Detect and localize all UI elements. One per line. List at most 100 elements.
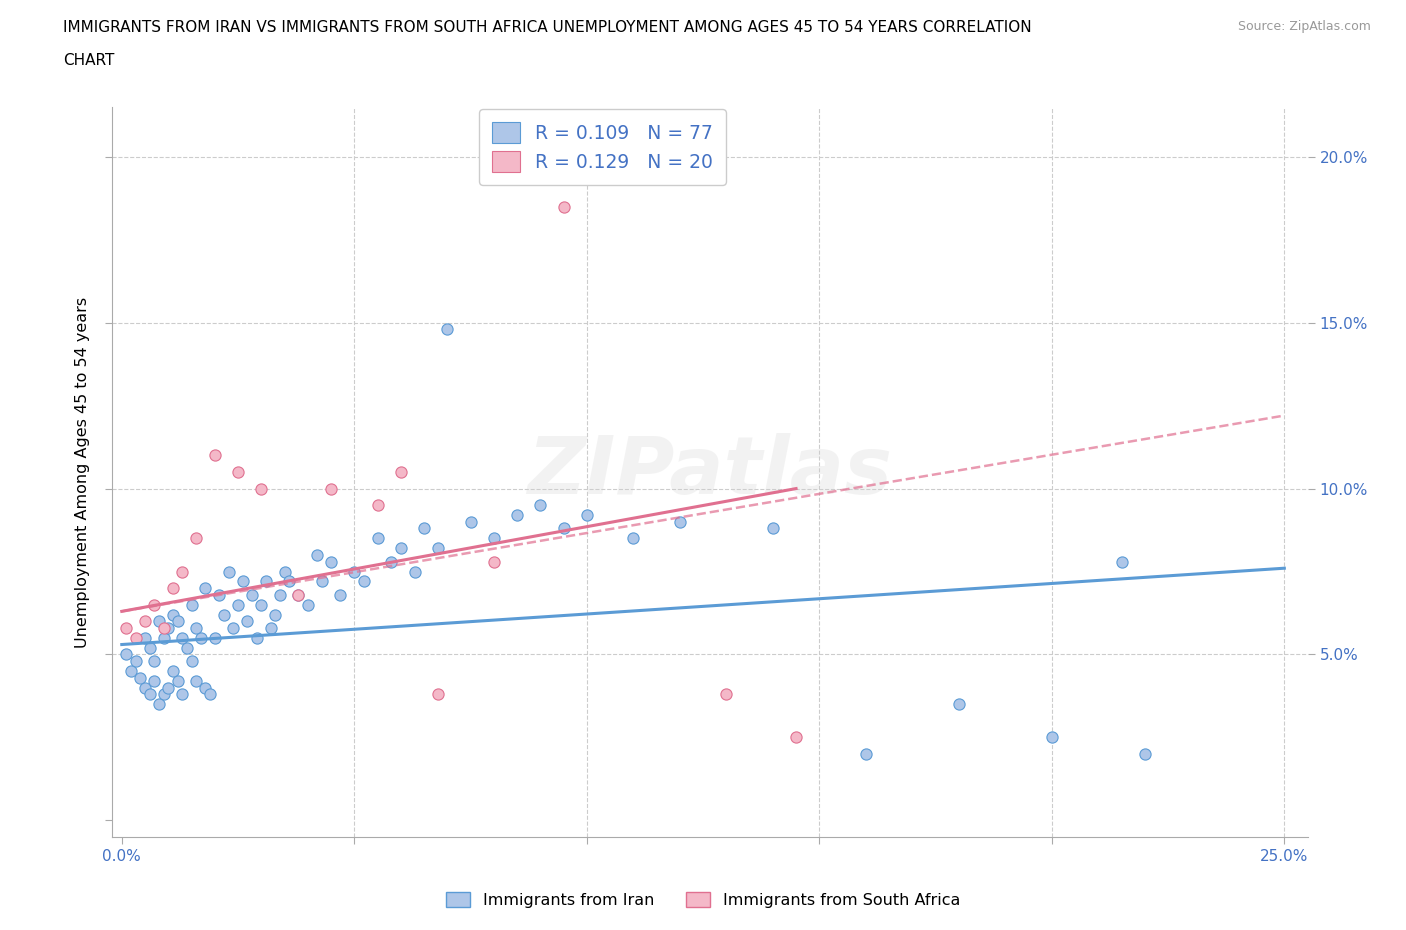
Point: [389, 465, 412, 480]
Point: [134, 614, 156, 629]
Point: [125, 631, 148, 645]
Point: [311, 574, 333, 589]
Text: Source: ZipAtlas.com: Source: ZipAtlas.com: [1237, 20, 1371, 33]
Point: [329, 588, 352, 603]
Point: [162, 664, 184, 679]
Point: [134, 680, 156, 695]
Point: [948, 697, 970, 711]
Point: [297, 597, 319, 612]
Point: [152, 687, 174, 702]
Point: [1133, 747, 1156, 762]
Point: [194, 680, 217, 695]
Point: [621, 531, 644, 546]
Point: [269, 588, 291, 603]
Point: [162, 580, 184, 595]
Point: [190, 631, 212, 645]
Point: [129, 671, 152, 685]
Point: [287, 588, 309, 603]
Point: [143, 673, 166, 688]
Legend: Immigrants from Iran, Immigrants from South Africa: Immigrants from Iran, Immigrants from So…: [440, 885, 966, 914]
Text: CHART: CHART: [63, 53, 115, 68]
Point: [204, 631, 226, 645]
Point: [343, 565, 366, 579]
Point: [232, 574, 254, 589]
Point: [427, 687, 450, 702]
Point: [138, 687, 160, 702]
Point: [180, 597, 202, 612]
Point: [482, 554, 505, 569]
Y-axis label: Unemployment Among Ages 45 to 54 years: Unemployment Among Ages 45 to 54 years: [75, 297, 90, 647]
Point: [506, 508, 529, 523]
Point: [380, 554, 402, 569]
Point: [427, 541, 450, 556]
Point: [166, 673, 188, 688]
Point: [482, 531, 505, 546]
Point: [367, 531, 389, 546]
Point: [259, 620, 281, 635]
Point: [176, 641, 198, 656]
Point: [460, 514, 482, 529]
Legend: R = 0.109   N = 77, R = 0.129   N = 20: R = 0.109 N = 77, R = 0.129 N = 20: [479, 109, 725, 185]
Point: [157, 620, 180, 635]
Point: [413, 521, 436, 536]
Point: [307, 548, 329, 563]
Point: [172, 687, 194, 702]
Point: [172, 631, 194, 645]
Point: [855, 747, 877, 762]
Point: [250, 481, 273, 496]
Point: [273, 565, 295, 579]
Point: [319, 481, 342, 496]
Point: [236, 614, 259, 629]
Point: [553, 521, 575, 536]
Point: [404, 565, 426, 579]
Point: [152, 620, 174, 635]
Point: [143, 597, 166, 612]
Point: [287, 588, 309, 603]
Point: [575, 508, 598, 523]
Point: [186, 531, 208, 546]
Text: ZIPatlas: ZIPatlas: [527, 433, 893, 511]
Point: [716, 687, 738, 702]
Point: [264, 607, 287, 622]
Point: [212, 607, 235, 622]
Point: [1111, 554, 1133, 569]
Point: [553, 199, 575, 214]
Point: [172, 565, 194, 579]
Point: [166, 614, 188, 629]
Text: IMMIGRANTS FROM IRAN VS IMMIGRANTS FROM SOUTH AFRICA UNEMPLOYMENT AMONG AGES 45 : IMMIGRANTS FROM IRAN VS IMMIGRANTS FROM …: [63, 20, 1032, 35]
Point: [115, 620, 138, 635]
Point: [226, 465, 249, 480]
Point: [226, 597, 249, 612]
Point: [180, 654, 202, 669]
Point: [218, 565, 240, 579]
Point: [138, 641, 160, 656]
Point: [278, 574, 301, 589]
Point: [148, 614, 170, 629]
Point: [134, 631, 156, 645]
Point: [389, 541, 412, 556]
Point: [125, 654, 148, 669]
Point: [250, 597, 273, 612]
Point: [198, 687, 221, 702]
Point: [157, 680, 180, 695]
Point: [208, 588, 231, 603]
Point: [436, 322, 458, 337]
Point: [222, 620, 245, 635]
Point: [240, 588, 263, 603]
Point: [143, 654, 166, 669]
Point: [246, 631, 269, 645]
Point: [1040, 730, 1063, 745]
Point: [194, 580, 217, 595]
Point: [785, 730, 807, 745]
Point: [319, 554, 342, 569]
Point: [762, 521, 785, 536]
Point: [254, 574, 277, 589]
Point: [115, 647, 138, 662]
Point: [120, 664, 142, 679]
Point: [204, 448, 226, 463]
Point: [152, 631, 174, 645]
Point: [186, 620, 208, 635]
Point: [367, 498, 389, 512]
Point: [148, 697, 170, 711]
Point: [162, 607, 184, 622]
